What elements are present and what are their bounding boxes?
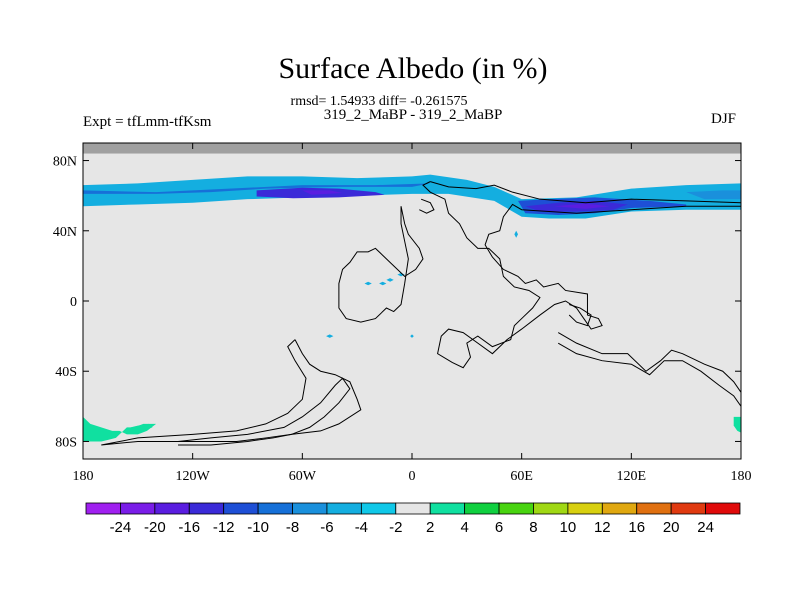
- y-tick-label: 0: [70, 295, 77, 310]
- colorbar-label: -24: [110, 519, 132, 536]
- colorbar-swatch: [154, 502, 190, 515]
- colorbar-swatch: [395, 502, 431, 515]
- colorbar-swatch: [533, 502, 569, 515]
- x-tick-label: 60W: [289, 469, 317, 484]
- colorbar-label: 24: [697, 519, 714, 536]
- experiment-label: Expt = tfLmm-tfKsm: [83, 114, 212, 130]
- colorbar-label: -20: [144, 519, 166, 536]
- x-tick-label: 180: [73, 469, 94, 484]
- anomaly-eastern-peak: [554, 203, 610, 209]
- colorbar-swatch: [705, 502, 741, 515]
- anomaly-spot-4: [397, 272, 405, 277]
- colorbar-swatch: [429, 502, 466, 515]
- anomaly-spot-6: [410, 334, 414, 338]
- colorbar-label: -12: [213, 519, 235, 536]
- x-tick-label: 0: [409, 469, 416, 484]
- colorbar-label: 4: [460, 519, 468, 536]
- y-tick-label: 40S: [55, 365, 77, 380]
- season-label: DJF: [711, 111, 737, 127]
- x-tick-label: 120W: [176, 469, 211, 484]
- colorbar-swatch: [601, 502, 638, 515]
- anomaly-spot-3: [386, 278, 394, 282]
- colorbar-swatch: [636, 502, 672, 515]
- coastline-north-island: [419, 198, 435, 214]
- colorbar-label: 16: [628, 519, 645, 536]
- colorbar-label: 20: [663, 519, 680, 536]
- y-tick-label: 80S: [55, 435, 77, 450]
- anomaly-spot-2: [379, 281, 387, 286]
- chart-title: Surface Albedo (in %): [278, 52, 548, 85]
- colorbar-label: -16: [178, 519, 200, 536]
- anomaly-southern-coast: [83, 416, 157, 442]
- anomaly-far-east-coast: [733, 416, 741, 433]
- colorbar-label: 12: [594, 519, 611, 536]
- colorbar-swatch: [567, 502, 603, 515]
- colorbar-swatch: [360, 502, 397, 515]
- colorbar-swatch: [257, 502, 293, 515]
- colorbar-label: -8: [286, 519, 299, 536]
- colorbar-label: 10: [560, 519, 577, 536]
- coastline-southwest-arm: [101, 339, 362, 446]
- anomaly-central-west-peak: [302, 190, 343, 195]
- anomaly-spot-1: [364, 281, 372, 286]
- coastline-east-island: [568, 304, 592, 327]
- y-tick-label: 80N: [53, 155, 77, 170]
- chart-subtitle: 319_2_MaBP - 319_2_MaBP: [323, 107, 503, 123]
- stats-line: rmsd= 1.54933 diff= -0.261575: [290, 94, 468, 109]
- coastline-central-landmass: [338, 206, 424, 323]
- coastline-southern-arc: [177, 377, 351, 446]
- anomaly-southern-coast-2: [130, 423, 153, 431]
- x-tick-label: 60E: [510, 469, 533, 484]
- colorbar-label: -10: [247, 519, 269, 536]
- colorbar-swatch: [85, 502, 121, 515]
- anomaly-east-edge: [686, 190, 741, 200]
- colorbar-swatch: [326, 502, 362, 515]
- anomaly-spot-5: [326, 334, 334, 338]
- colorbar-label: -6: [320, 519, 333, 536]
- colorbar-swatch: [120, 502, 156, 515]
- x-tick-label: 120E: [617, 469, 647, 484]
- colorbar-swatch: [670, 502, 706, 515]
- coastline-northern-continent: [422, 181, 742, 369]
- colorbar-label: -4: [355, 519, 368, 536]
- colorbar-swatch: [498, 502, 534, 515]
- colorbar-swatch: [188, 502, 225, 515]
- colorbar-swatch: [464, 502, 500, 515]
- colorbar-swatch: [223, 502, 259, 515]
- colorbar-label: 8: [529, 519, 537, 536]
- y-tick-label: 40N: [53, 225, 77, 240]
- x-tick-label: 180: [731, 469, 752, 484]
- anomaly-northern-band-core: [83, 183, 431, 194]
- colorbar-label: 6: [495, 519, 503, 536]
- colorbar-label: 2: [426, 519, 434, 536]
- colorbar-label: -2: [389, 519, 402, 536]
- colorbar-swatch: [292, 502, 328, 515]
- anomaly-spot-7: [514, 230, 519, 238]
